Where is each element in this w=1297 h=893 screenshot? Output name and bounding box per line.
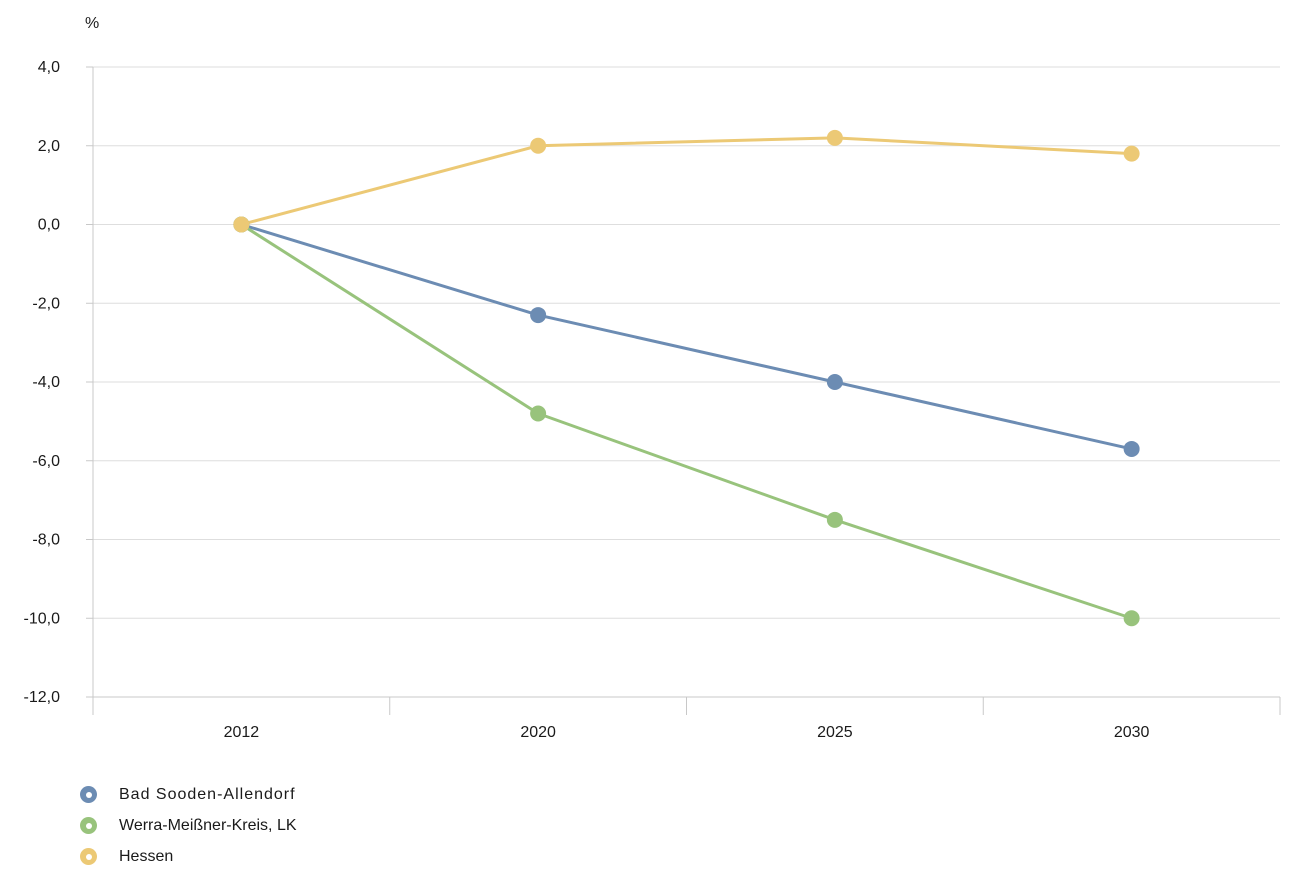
series-line-1	[240, 223, 1133, 620]
x-tick-label: 2030	[1114, 724, 1150, 741]
legend-label: Hessen	[119, 847, 174, 865]
legend-item-bad-sooden-allendorf[interactable]: Bad Sooden-Allendorf	[80, 784, 297, 805]
line-chart: % 4,0 2,0 0,0 -2,0 -4,0 -6,0 -8,0 -10,0 -12,0 20…	[24, 15, 1281, 741]
data-point-2-0	[233, 216, 250, 233]
y-tick-label: -8,0	[32, 532, 60, 549]
y-tick-label: -12,0	[24, 689, 61, 706]
y-tick-label: -4,0	[32, 374, 60, 391]
legend-marker-icon	[80, 848, 97, 865]
data-point-2-3	[1123, 145, 1140, 162]
y-tick-label: 4,0	[38, 59, 60, 76]
data-point-2-1	[530, 137, 547, 154]
y-tick-label: 2,0	[38, 138, 60, 155]
legend: Bad Sooden-Allendorf Werra-Meißner-Kreis…	[80, 784, 297, 877]
data-point-1-1	[530, 405, 547, 422]
legend-item-hessen[interactable]: Hessen	[80, 846, 297, 867]
legend-label: Bad Sooden-Allendorf	[119, 785, 296, 803]
legend-marker-icon	[80, 786, 97, 803]
y-axis-ticks: 4,0 2,0 0,0 -2,0 -4,0 -6,0 -8,0 -10,0 -12,0	[24, 59, 93, 706]
x-tick-label: 2020	[520, 724, 556, 741]
x-tick-label: 2012	[224, 724, 260, 741]
series-line-2	[240, 136, 1132, 226]
series-lines	[240, 136, 1133, 620]
y-tick-label: -6,0	[32, 453, 60, 470]
y-axis-unit-label: %	[85, 15, 99, 32]
series-points	[233, 129, 1140, 627]
data-point-1-3	[1123, 610, 1140, 627]
data-point-0-1	[530, 307, 547, 324]
legend-marker-icon	[80, 817, 97, 834]
series-line-0	[240, 223, 1132, 451]
x-tick-label: 2025	[817, 724, 853, 741]
data-point-0-2	[826, 374, 843, 390]
y-tick-label: -2,0	[32, 295, 60, 312]
data-point-0-3	[1123, 440, 1140, 457]
legend-item-werra-meissner-kreis[interactable]: Werra-Meißner-Kreis, LK	[80, 815, 297, 836]
data-point-1-2	[826, 511, 843, 528]
y-tick-label: 0,0	[38, 217, 60, 234]
data-point-2-2	[826, 129, 843, 146]
gridlines	[93, 66, 1280, 698]
y-tick-label: -10,0	[24, 610, 61, 627]
legend-label: Werra-Meißner-Kreis, LK	[119, 816, 297, 834]
x-axis-ticks: 2012 2020 2025 2030	[92, 697, 1281, 741]
